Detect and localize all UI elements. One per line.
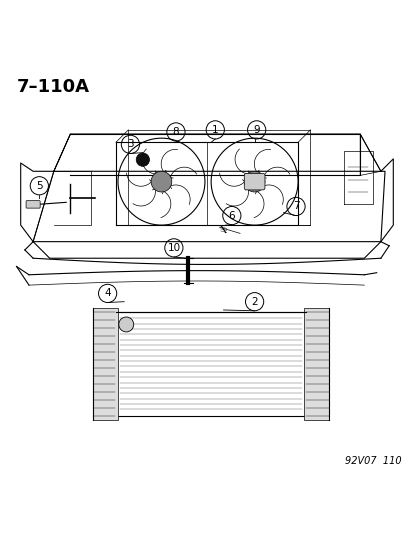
- Text: 2: 2: [251, 297, 257, 306]
- Text: 7–110A: 7–110A: [17, 78, 89, 96]
- Text: 92V07  110: 92V07 110: [344, 456, 401, 466]
- Circle shape: [136, 153, 149, 166]
- Text: 6: 6: [228, 211, 235, 221]
- Text: 9: 9: [253, 125, 259, 135]
- Text: 8: 8: [172, 127, 179, 137]
- Text: 5: 5: [36, 181, 43, 191]
- Bar: [304, 308, 328, 419]
- Circle shape: [151, 171, 171, 192]
- Text: 3: 3: [127, 139, 133, 149]
- Text: 7: 7: [292, 201, 299, 212]
- Text: 4: 4: [104, 288, 111, 298]
- FancyBboxPatch shape: [244, 173, 264, 190]
- Text: 10: 10: [167, 243, 180, 253]
- Text: 1: 1: [211, 125, 218, 135]
- Bar: [116, 312, 306, 416]
- Bar: [93, 308, 118, 419]
- Circle shape: [244, 171, 264, 192]
- Circle shape: [119, 317, 133, 332]
- FancyBboxPatch shape: [26, 200, 40, 208]
